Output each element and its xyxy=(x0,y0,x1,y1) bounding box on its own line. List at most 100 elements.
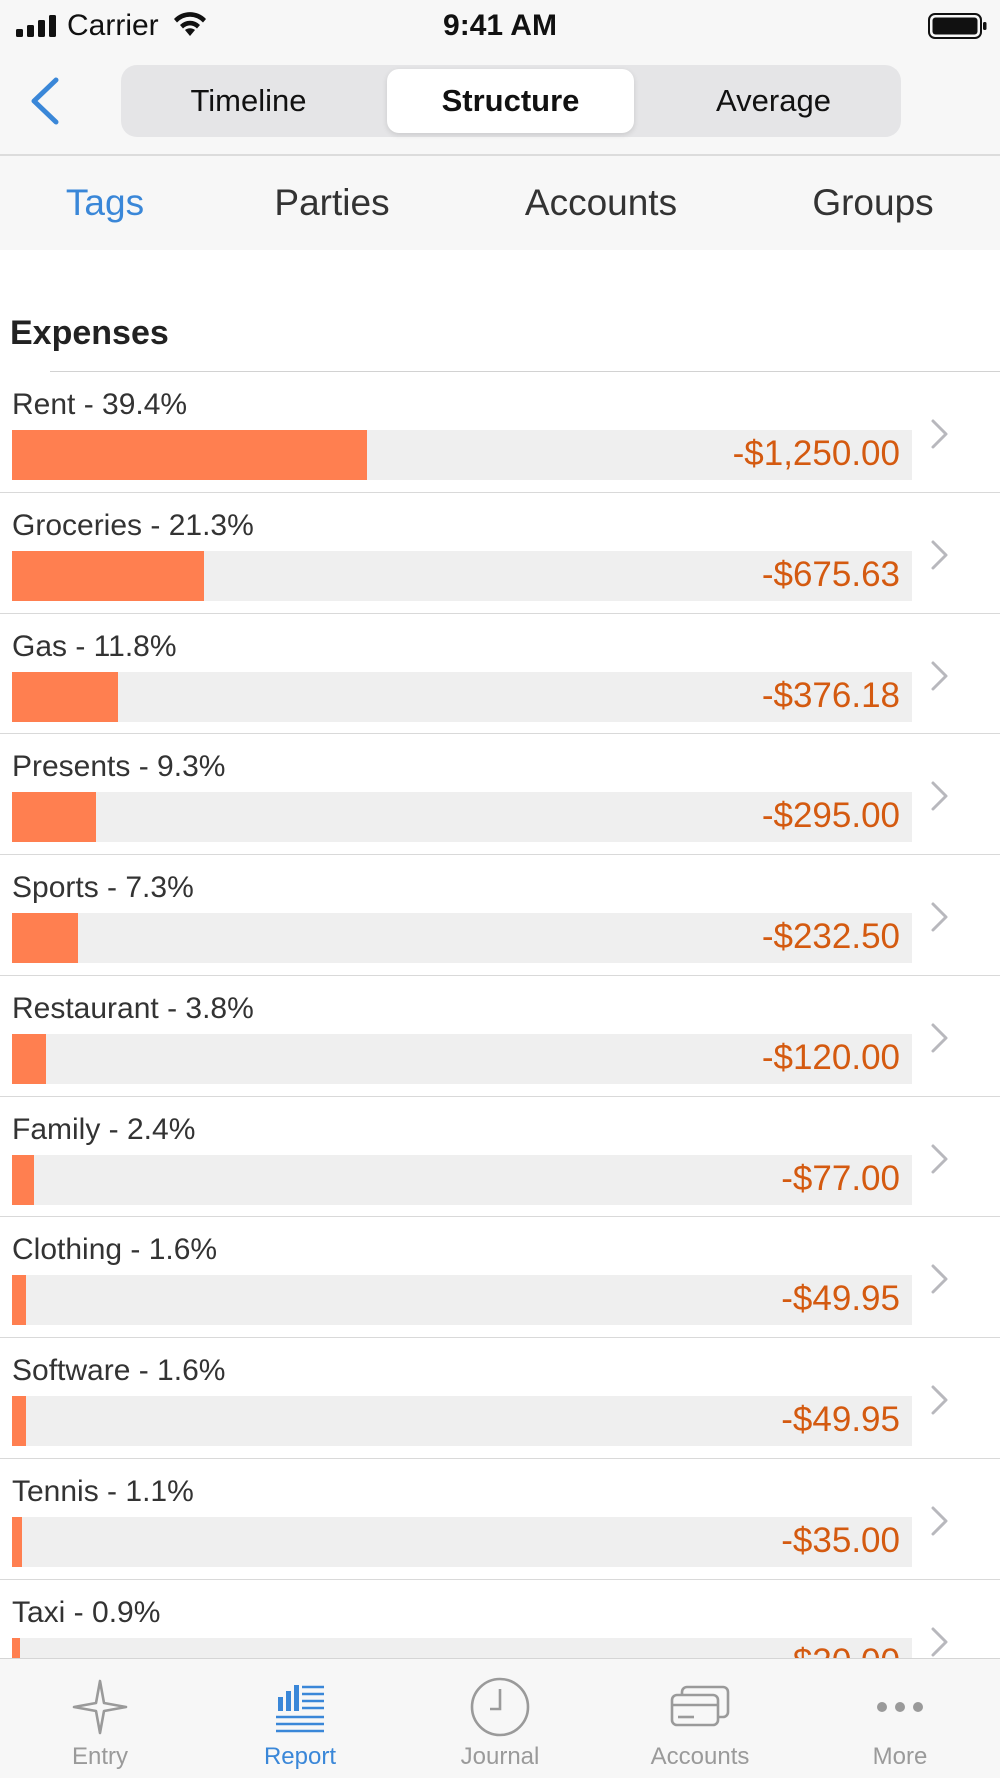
share-bar-fill xyxy=(12,1516,22,1567)
amount-value: -$295.00 xyxy=(761,796,900,836)
share-bar-fill xyxy=(12,671,119,722)
category-label: Gas - 11.8% xyxy=(12,629,177,663)
chevron-right-icon xyxy=(931,1264,948,1294)
amount-value: -$120.00 xyxy=(761,1037,900,1077)
back-button[interactable] xyxy=(22,74,72,128)
share-bar-fill xyxy=(12,913,78,963)
wifi-icon xyxy=(174,12,206,36)
amount-value: -$30.00 xyxy=(781,1642,900,1659)
tab-accounts[interactable]: Accounts xyxy=(524,182,678,223)
share-bar-track: -$77.00 xyxy=(12,1154,912,1205)
share-bar-fill xyxy=(12,430,367,480)
clock-icon xyxy=(468,1675,532,1739)
list-item[interactable]: Sports - 7.3% -$232.50 xyxy=(0,855,1000,976)
status-time: 9:41 AM xyxy=(443,9,557,42)
share-bar-track: -$376.18 xyxy=(12,671,912,722)
cards-icon xyxy=(668,1675,732,1739)
share-bar-track: -$49.95 xyxy=(12,1396,912,1446)
category-label: Clothing - 1.6% xyxy=(12,1233,218,1267)
chevron-right-icon xyxy=(931,902,948,932)
amount-value: -$35.00 xyxy=(781,1520,900,1560)
category-label: Sports - 7.3% xyxy=(12,871,194,904)
category-label: Rent - 39.4% xyxy=(12,388,188,421)
chevron-right-icon xyxy=(931,540,948,570)
share-bar-track: -$30.00 xyxy=(12,1637,912,1659)
tab-bar-item-entry[interactable]: Entry xyxy=(0,1659,200,1778)
list-item[interactable]: Gas - 11.8% -$376.18 xyxy=(0,614,1000,735)
amount-value: -$1,250.00 xyxy=(732,434,900,473)
share-bar-fill xyxy=(12,1637,21,1658)
segment-timeline[interactable]: Timeline xyxy=(190,83,307,118)
share-bar-track: -$49.95 xyxy=(12,1275,912,1326)
category-label: Software - 1.6% xyxy=(12,1354,226,1387)
tab-bar-item-more[interactable]: More xyxy=(800,1659,1000,1778)
chevron-right-icon xyxy=(931,1023,948,1053)
chevron-left-icon xyxy=(31,77,59,125)
amount-value: -$49.95 xyxy=(781,1279,900,1319)
category-label: Tennis - 1.1% xyxy=(12,1474,194,1508)
category-label: Family - 2.4% xyxy=(12,1112,196,1146)
tab-bar-label: More xyxy=(872,1743,928,1770)
list-item[interactable]: Software - 1.6% -$49.95 xyxy=(0,1338,1000,1459)
tab-bar-item-accounts[interactable]: Accounts xyxy=(600,1659,800,1778)
section-divider xyxy=(50,371,1000,372)
chevron-right-icon xyxy=(931,1506,948,1536)
share-bar-fill xyxy=(12,1275,27,1326)
list-item[interactable]: Restaurant - 3.8% -$120.00 xyxy=(0,976,1000,1097)
tab-bar-item-journal[interactable]: Journal xyxy=(400,1659,600,1778)
list-item[interactable]: Groceries - 21.3% -$675.63 xyxy=(0,493,1000,614)
chevron-right-icon xyxy=(931,419,948,449)
tab-parties[interactable]: Parties xyxy=(274,182,390,223)
tab-groups[interactable]: Groups xyxy=(812,182,934,223)
share-bar-track: -$675.63 xyxy=(12,550,912,601)
chevron-right-icon xyxy=(931,661,948,690)
chevron-right-icon xyxy=(931,1385,948,1415)
share-bar-fill xyxy=(12,792,96,843)
chevron-right-icon xyxy=(931,1627,948,1656)
navigation-bar: Timeline Structure Average xyxy=(0,50,1000,156)
tab-bar: Entry Report Journal Accounts More xyxy=(0,1658,1000,1778)
share-bar-track: -$120.00 xyxy=(12,1033,912,1084)
share-bar-track: -$232.50 xyxy=(12,913,912,963)
amount-value: -$232.50 xyxy=(761,917,900,956)
share-bar-fill xyxy=(12,550,204,601)
category-label: Presents - 9.3% xyxy=(12,750,226,784)
list-item[interactable]: Rent - 39.4% -$1,250.00 xyxy=(0,372,1000,493)
category-label: Groceries - 21.3% xyxy=(12,508,254,542)
share-bar-fill xyxy=(12,1396,27,1446)
signal-strength-icon xyxy=(16,15,56,37)
share-bar-fill xyxy=(12,1154,34,1205)
tab-bar-label: Report xyxy=(263,1743,337,1770)
share-bar-track: -$35.00 xyxy=(12,1516,912,1567)
grouping-tabs: Tags Parties Accounts Groups xyxy=(0,156,1000,250)
segment-structure[interactable]: Structure xyxy=(387,69,634,133)
list-item[interactable]: Family - 2.4% -$77.00 xyxy=(0,1097,1000,1218)
chevron-right-icon xyxy=(931,1144,948,1173)
report-mode-segmented-control: Timeline Structure Average xyxy=(121,65,901,137)
list-item[interactable]: Clothing - 1.6% -$49.95 xyxy=(0,1217,1000,1338)
carrier-label: Carrier xyxy=(67,9,159,42)
entry-icon xyxy=(68,1675,132,1739)
tab-bar-item-report[interactable]: Report xyxy=(200,1659,400,1778)
segment-average[interactable]: Average xyxy=(716,83,831,118)
amount-value: -$49.95 xyxy=(781,1400,900,1439)
expense-list: Rent - 39.4% -$1,250.00 Groceries - 21.3% -… xyxy=(0,372,1000,1658)
more-icon xyxy=(868,1675,932,1739)
category-label: Taxi - 0.9% xyxy=(12,1595,161,1629)
list-item[interactable]: Tennis - 1.1% -$35.00 xyxy=(0,1459,1000,1580)
report-icon xyxy=(268,1675,332,1739)
list-item[interactable]: Taxi - 0.9% -$30.00 xyxy=(0,1580,1000,1659)
share-bar-track: -$295.00 xyxy=(12,792,912,843)
amount-value: -$675.63 xyxy=(761,554,900,594)
tab-tags[interactable]: Tags xyxy=(65,182,145,223)
share-bar-fill xyxy=(12,1033,47,1084)
tab-bar-label: Accounts xyxy=(650,1743,750,1770)
category-label: Restaurant - 3.8% xyxy=(12,991,254,1025)
list-item[interactable]: Presents - 9.3% -$295.00 xyxy=(0,734,1000,855)
status-bar: Carrier 9:41 AM xyxy=(0,0,1000,50)
amount-value: -$77.00 xyxy=(781,1158,900,1198)
share-bar-track: -$1,250.00 xyxy=(12,430,912,480)
tab-bar-label: Journal xyxy=(460,1743,540,1770)
amount-value: -$376.18 xyxy=(761,675,900,715)
